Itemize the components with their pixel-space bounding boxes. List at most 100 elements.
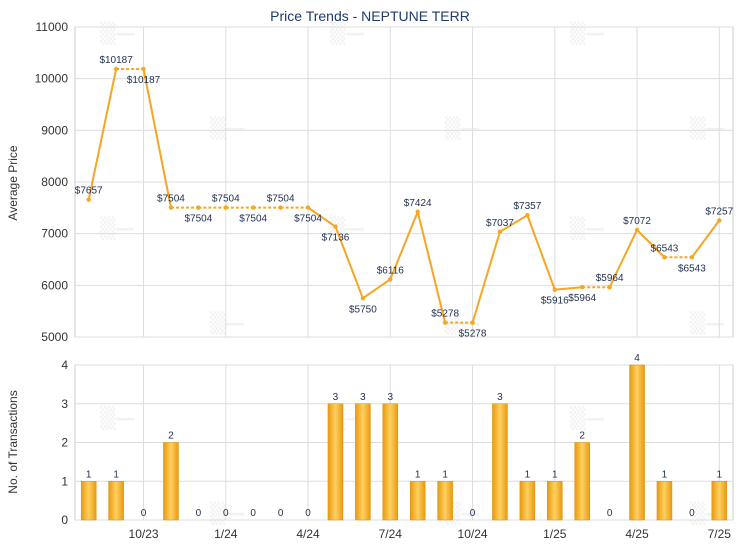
price-line-segment: [416, 211, 447, 323]
price-data-label: $5278: [459, 329, 487, 340]
price-data-label: $7504: [239, 214, 267, 225]
x-tick-label: 10/24: [458, 527, 488, 541]
x-tick-label: 7/25: [708, 527, 732, 541]
transaction-count-label: 1: [86, 469, 92, 480]
price-line-segment: [499, 214, 528, 233]
price-point: [525, 213, 530, 218]
transaction-bar: [656, 481, 673, 521]
transaction-count-label: 0: [305, 508, 311, 519]
transaction-count-label: 0: [196, 508, 202, 519]
transaction-count-label: 1: [442, 469, 448, 480]
watermark-glyph: ▒—: [570, 216, 605, 240]
transaction-count-label: 3: [388, 392, 394, 403]
transaction-count-label: 2: [168, 431, 174, 442]
transaction-bar: [108, 481, 124, 521]
transaction-count-label: 3: [497, 392, 503, 403]
transaction-count-label: 0: [607, 508, 613, 519]
price-point: [168, 205, 174, 210]
watermark-glyph: ▒—: [570, 406, 605, 430]
price-data-label: $5964: [596, 273, 624, 284]
price-point: [278, 205, 283, 210]
transaction-count-label: 3: [333, 392, 339, 403]
price-point: [497, 229, 503, 234]
price-point: [552, 287, 557, 292]
price-point: [251, 205, 256, 210]
price-line-segment: [636, 229, 666, 258]
price-data-label: $7257: [705, 206, 733, 217]
price-data-label: $5278: [431, 309, 459, 320]
price-point: [415, 209, 420, 214]
transaction-count-label: 1: [662, 469, 668, 480]
price-point: [717, 218, 722, 223]
watermark-glyph: ▒—: [445, 116, 480, 140]
price-point: [223, 205, 228, 210]
price-point: [113, 66, 119, 72]
price-point: [607, 284, 612, 290]
price-y-tick-label: 10000: [35, 72, 69, 86]
transaction-count-label: 0: [223, 508, 229, 519]
price-data-label: $10187: [99, 55, 133, 66]
price-data-label: $6116: [377, 265, 405, 276]
transaction-count-label: 0: [141, 508, 147, 519]
transaction-bar: [80, 481, 97, 521]
transaction-count-label: 1: [552, 469, 558, 480]
price-line-segment: [307, 206, 337, 228]
watermark-glyph: ▒—: [100, 406, 135, 430]
transaction-count-label: 4: [634, 353, 640, 364]
x-tick-label: 7/24: [379, 527, 403, 541]
price-point: [662, 255, 667, 260]
transaction-count-label: 0: [689, 508, 695, 519]
price-data-label: $7504: [212, 194, 240, 205]
transaction-bar: [437, 481, 453, 521]
x-tick-label: 1/25: [543, 527, 567, 541]
price-data-label: $7504: [294, 214, 322, 225]
price-point: [333, 224, 338, 229]
price-line-segment: [608, 229, 638, 288]
x-tick-label: 4/25: [625, 527, 649, 541]
price-y-tick-label: 8000: [41, 175, 68, 189]
price-point: [470, 320, 475, 325]
transaction-bar: [711, 481, 728, 521]
transaction-count-label: 0: [470, 508, 476, 519]
watermark-glyph: ▒—: [100, 21, 135, 45]
price-data-label: $7504: [267, 194, 295, 205]
price-data-label: $6543: [678, 263, 706, 274]
transaction-bar: [629, 364, 645, 521]
price-point: [689, 255, 695, 260]
transaction-bar: [355, 403, 371, 521]
watermark-glyph: ▒—: [690, 116, 725, 140]
transactions-y-tick-label: 1: [61, 474, 68, 488]
price-point: [196, 205, 201, 210]
price-point: [442, 320, 448, 325]
price-y-tick-label: 6000: [41, 278, 68, 292]
price-y-tick-label: 5000: [41, 330, 68, 344]
price-y-tick-label: 7000: [41, 227, 68, 241]
chart-title: Price Trends - NEPTUNE TERR: [270, 8, 470, 24]
price-line-segment: [554, 286, 583, 291]
transaction-bar: [327, 403, 344, 521]
transactions-y-tick-label: 0: [61, 513, 68, 527]
transaction-count-label: 1: [717, 469, 723, 480]
price-data-label: $7136: [322, 233, 350, 244]
watermark-glyph: ▒—: [210, 311, 245, 335]
price-data-label: $7072: [623, 216, 651, 227]
transactions-y-tick-label: 3: [61, 397, 68, 411]
price-point: [388, 277, 393, 282]
price-line-segment: [526, 214, 556, 291]
transaction-bar: [409, 481, 426, 521]
price-point: [86, 197, 91, 202]
price-data-label: $5750: [349, 304, 377, 315]
transaction-count-label: 0: [278, 508, 284, 519]
price-data-label: $7357: [513, 201, 541, 212]
transaction-count-label: 1: [525, 469, 531, 480]
transaction-count-label: 3: [360, 392, 366, 403]
watermark-glyph: ▒—: [100, 216, 135, 240]
price-point: [580, 284, 585, 290]
transaction-count-label: 1: [415, 469, 421, 480]
price-point: [360, 296, 366, 301]
transaction-bar: [382, 403, 399, 521]
transactions-y-axis-label: No. of Transactions: [6, 390, 20, 493]
transaction-count-label: 1: [113, 469, 119, 480]
watermark-glyph: ▒—: [210, 501, 245, 525]
transaction-bar: [492, 403, 508, 521]
